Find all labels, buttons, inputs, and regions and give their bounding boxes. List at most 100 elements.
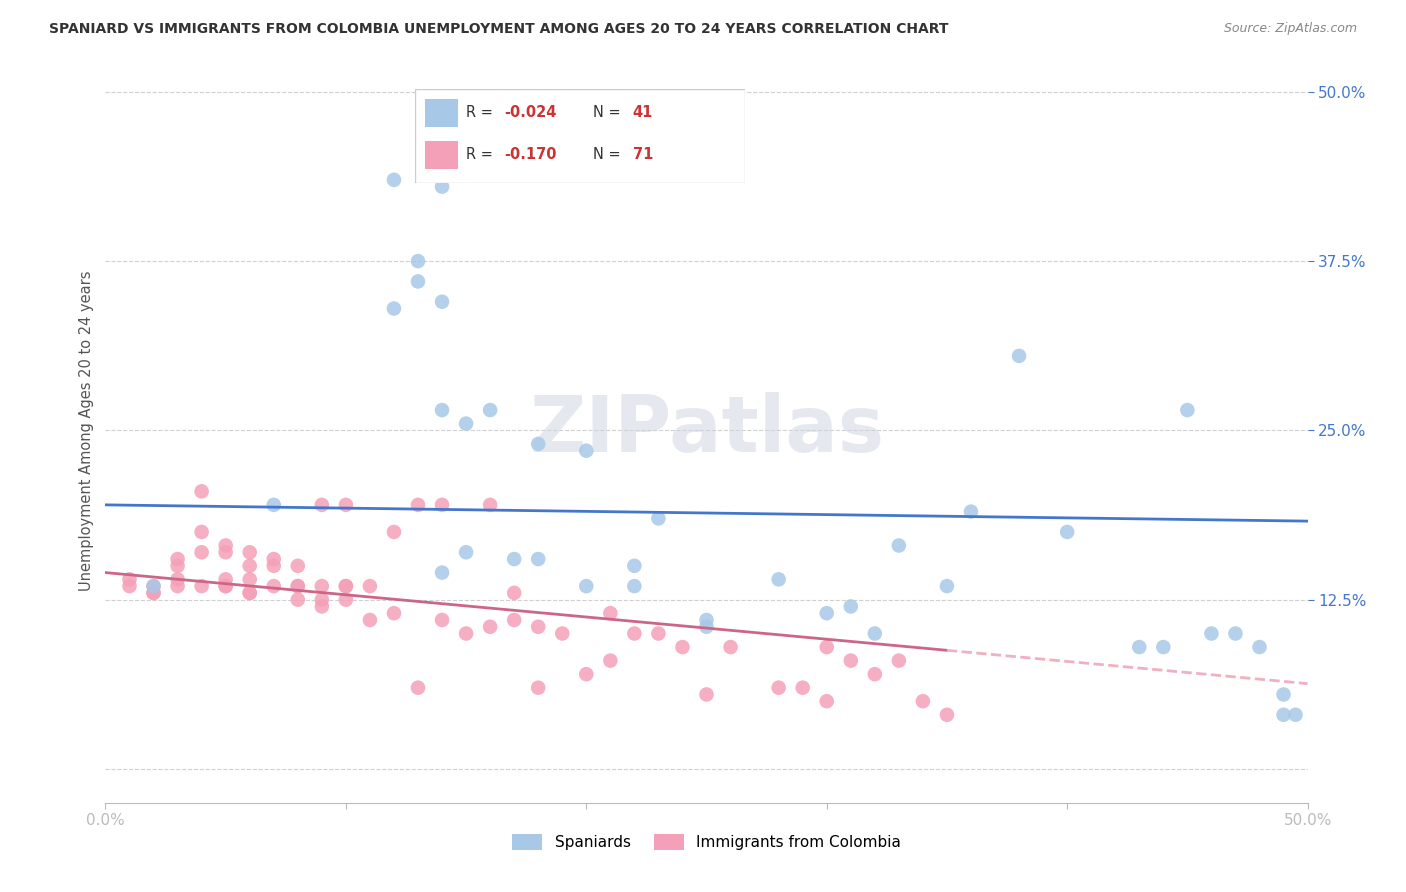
Point <box>503 613 526 627</box>
Point <box>479 620 502 634</box>
Point <box>1008 349 1031 363</box>
Point <box>287 592 309 607</box>
Point <box>263 498 285 512</box>
Point <box>768 681 790 695</box>
Text: R =: R = <box>465 105 498 120</box>
Point <box>263 579 285 593</box>
Point <box>382 301 405 316</box>
Y-axis label: Unemployment Among Ages 20 to 24 years: Unemployment Among Ages 20 to 24 years <box>79 270 94 591</box>
Bar <box>425 98 458 127</box>
Text: -0.024: -0.024 <box>503 105 557 120</box>
Point <box>599 606 621 620</box>
Point <box>863 667 886 681</box>
Point <box>623 558 645 573</box>
Point <box>214 539 236 553</box>
Point <box>1201 626 1223 640</box>
Point <box>863 626 886 640</box>
Point <box>118 573 141 587</box>
Point <box>430 566 453 580</box>
Point <box>287 558 309 573</box>
Point <box>406 275 429 289</box>
Point <box>190 545 212 559</box>
Point <box>311 579 333 593</box>
Point <box>671 640 693 654</box>
Point <box>454 626 477 640</box>
Point <box>430 403 453 417</box>
Point <box>311 592 333 607</box>
Point <box>647 511 669 525</box>
Point <box>335 579 357 593</box>
Point <box>936 707 959 722</box>
Point <box>647 626 669 640</box>
Point <box>575 579 598 593</box>
Point <box>575 667 598 681</box>
Point <box>287 579 309 593</box>
Text: 71: 71 <box>633 147 654 162</box>
Point <box>1272 707 1295 722</box>
Point <box>479 498 502 512</box>
Point <box>335 579 357 593</box>
Text: 41: 41 <box>633 105 654 120</box>
Point <box>887 654 910 668</box>
Point <box>430 498 453 512</box>
Text: Source: ZipAtlas.com: Source: ZipAtlas.com <box>1223 22 1357 36</box>
Point <box>142 579 165 593</box>
Point <box>599 654 621 668</box>
Point <box>382 606 405 620</box>
Point <box>190 579 212 593</box>
Point <box>1284 707 1306 722</box>
Point <box>406 254 429 268</box>
Text: R =: R = <box>465 147 502 162</box>
Point <box>887 539 910 553</box>
Text: -0.170: -0.170 <box>503 147 557 162</box>
Point <box>815 694 838 708</box>
Point <box>503 552 526 566</box>
Point <box>214 545 236 559</box>
Point <box>263 552 285 566</box>
Point <box>960 505 983 519</box>
Point <box>142 586 165 600</box>
Point <box>311 599 333 614</box>
Point <box>190 484 212 499</box>
Point <box>1249 640 1271 654</box>
Point <box>118 579 141 593</box>
Point <box>239 558 262 573</box>
Point <box>190 524 212 539</box>
Point <box>527 552 550 566</box>
Point <box>720 640 742 654</box>
Point <box>839 654 862 668</box>
Point <box>382 524 405 539</box>
Point <box>214 579 236 593</box>
Point <box>815 640 838 654</box>
Bar <box>425 141 458 169</box>
Point <box>696 613 718 627</box>
Point <box>1128 640 1150 654</box>
Point <box>839 599 862 614</box>
Point <box>287 579 309 593</box>
Point <box>527 620 550 634</box>
Point <box>214 579 236 593</box>
Point <box>1152 640 1174 654</box>
Point <box>166 558 188 573</box>
Point <box>1272 688 1295 702</box>
Point <box>214 573 236 587</box>
Point <box>311 498 333 512</box>
Point <box>454 417 477 431</box>
Point <box>768 573 790 587</box>
Point <box>263 558 285 573</box>
Point <box>430 613 453 627</box>
Point <box>696 688 718 702</box>
Text: ZIPatlas: ZIPatlas <box>529 392 884 468</box>
Point <box>142 586 165 600</box>
Point <box>430 179 453 194</box>
Point <box>454 545 477 559</box>
Point <box>359 613 381 627</box>
Point <box>406 681 429 695</box>
Point <box>335 592 357 607</box>
Point <box>166 552 188 566</box>
Point <box>239 573 262 587</box>
Point <box>575 443 598 458</box>
Point <box>527 437 550 451</box>
Point <box>239 586 262 600</box>
Point <box>503 586 526 600</box>
